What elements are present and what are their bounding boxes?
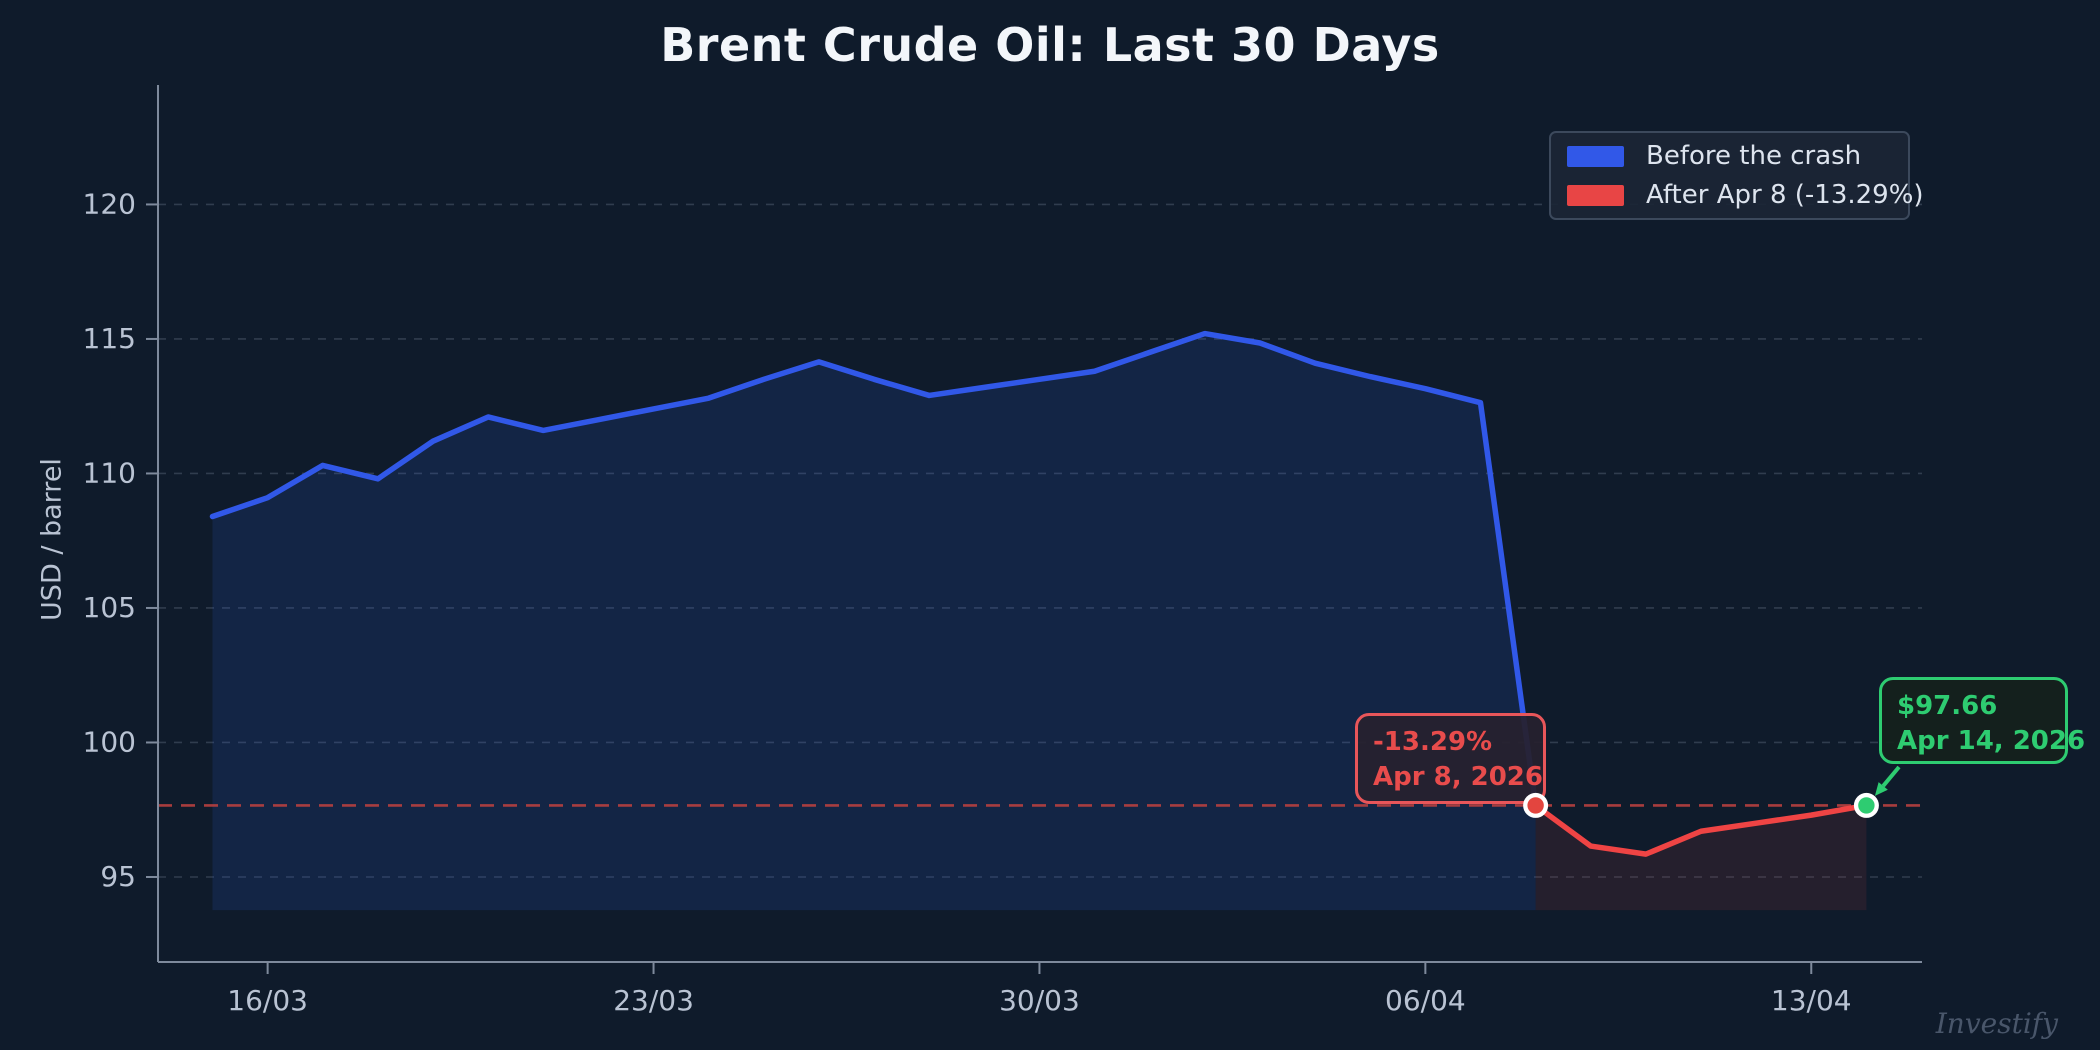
crash-annotation: -13.29% Apr 8, 2026 (1355, 713, 1546, 804)
latest-annotation-price: $97.66 (1897, 691, 1998, 721)
latest-annotation-date: Apr 14, 2026 (1897, 726, 2086, 756)
y-tick-label: 115 (83, 322, 136, 355)
x-tick-label: 30/03 (999, 984, 1080, 1017)
chart-title: Brent Crude Oil: Last 30 Days (660, 18, 1440, 72)
x-tick-label: 13/04 (1771, 984, 1852, 1017)
legend: Before the crash After Apr 8 (-13.29%) (1549, 131, 1924, 220)
legend-label: After Apr 8 (-13.29%) (1646, 180, 1924, 210)
y-tick-label: 100 (83, 725, 136, 758)
x-tick-label: 23/03 (613, 984, 694, 1017)
x-tick-label: 06/04 (1385, 984, 1466, 1017)
red-series-area (1535, 805, 1867, 911)
x-tick-label: 16/03 (227, 984, 308, 1017)
watermark: Investify (1935, 1007, 2058, 1040)
legend-swatch-blue (1567, 145, 1624, 167)
crash-annotation-date: Apr 8, 2026 (1373, 762, 1543, 792)
y-tick-label: 105 (83, 591, 136, 624)
crash-annotation-percent: -13.29% (1373, 727, 1493, 757)
y-tick-label: 110 (83, 456, 136, 489)
y-tick-label: 120 (83, 187, 136, 220)
legend-item-after-crash: After Apr 8 (-13.29%) (1567, 180, 1924, 210)
blue-series-area (212, 333, 1536, 911)
legend-label: Before the crash (1646, 141, 1862, 171)
y-tick-label: 95 (100, 860, 136, 893)
red-series-line (1532, 802, 1870, 857)
legend-item-before-crash: Before the crash (1567, 141, 1892, 171)
blue-series-line (209, 330, 1539, 809)
legend-swatch-red (1567, 184, 1624, 206)
latest-annotation: $97.66 Apr 14, 2026 (1879, 677, 2086, 764)
